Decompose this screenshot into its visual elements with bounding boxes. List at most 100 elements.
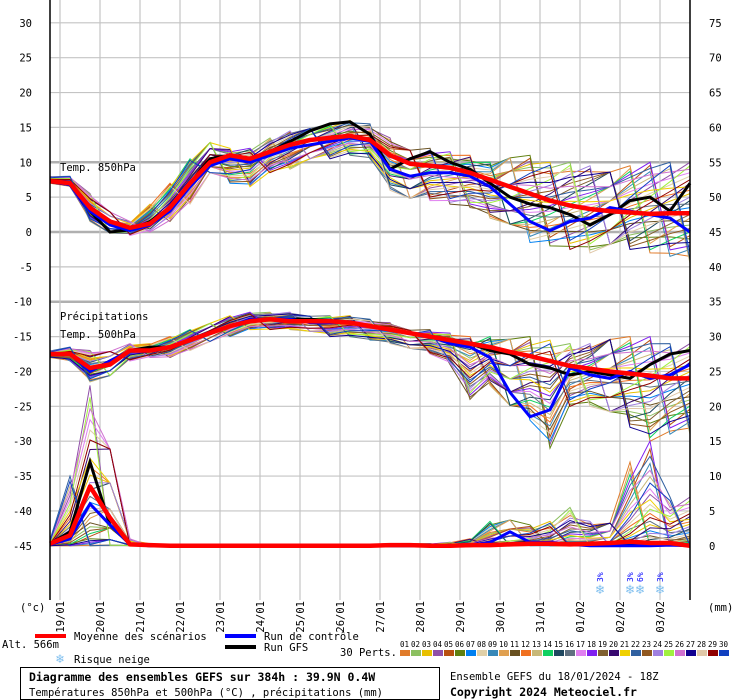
pert-28-t500-line (49, 318, 691, 413)
pert-number: 11 (510, 640, 519, 649)
pert-swatch (642, 650, 652, 656)
pert-number: 04 (433, 640, 443, 649)
pert-swatch (675, 650, 685, 656)
pert-number: 18 (587, 640, 597, 649)
date-label: 21/01 (135, 601, 147, 633)
left-tick-label: -40 (13, 506, 32, 518)
pert-number: 15 (554, 640, 563, 649)
pert-number: 12 (521, 640, 530, 649)
pert-number: 03 (422, 640, 431, 649)
date-label: 27/01 (375, 601, 387, 633)
pert-number: 02 (411, 640, 420, 649)
left-tick-label: 10 (19, 157, 32, 169)
pert-25-precip_mm-line (49, 397, 691, 547)
legend: 01 02 03 04 05 06 07 08 09 10 11 12 13 14 15 16 17 18 19 20… (400, 640, 729, 656)
left-tick-label: -25 (13, 401, 32, 413)
pert-18-precip_mm-line (49, 439, 691, 547)
pert-swatch (466, 650, 476, 656)
legend-control-label: Run de contrôle (264, 631, 359, 643)
date-label: 26/01 (335, 601, 347, 633)
date-label: 24/01 (255, 601, 267, 633)
date-label: 30/01 (495, 601, 507, 633)
pert-number: 10 (499, 640, 509, 649)
pert-25-t850-line (49, 124, 691, 245)
pert-number: 23 (642, 640, 651, 649)
pert-27-t850-line (49, 128, 691, 250)
run-info: Ensemble GEFS du 18/01/2024 - 18Z (450, 671, 659, 683)
right-tick-label: 35 (709, 297, 722, 309)
pert-14-t850-line (49, 125, 691, 251)
grid (50, 0, 690, 600)
pert-24-t500-line (49, 311, 691, 413)
pert-swatch (411, 650, 421, 656)
pert-swatch (609, 650, 619, 656)
date-label: 23/01 (215, 601, 227, 633)
right-tick-label: 25 (709, 366, 722, 378)
date-label: 29/01 (455, 601, 467, 633)
chart-subtitle: Températures 850hPa et 500hPa (°C) , pré… (29, 687, 383, 699)
pert-swatch (587, 650, 597, 656)
date-label: 01/02 (575, 601, 587, 633)
mean-t850-line (49, 133, 690, 231)
right-tick-label: 45 (709, 227, 722, 239)
legend-mean-label: Moyenne des scénarios (74, 631, 207, 643)
left-tick-label: -45 (13, 541, 32, 553)
right-tick-label: 40 (709, 262, 722, 274)
snow-risk-percent: 6% (636, 572, 645, 582)
pert-number: 21 (620, 640, 629, 649)
pert-26-precip_mm-line (49, 407, 691, 547)
mean-precip_mm-line (49, 484, 691, 549)
pert-swatch (598, 650, 608, 656)
right-tick-label: 0 (709, 541, 715, 553)
snowflake-icon: ❄ (55, 652, 64, 667)
chart-title: Diagramme des ensembles GEFS sur 384h : … (29, 670, 375, 684)
left-tick-label: -15 (13, 332, 32, 344)
pert-number: 14 (543, 640, 553, 649)
pert-number: 16 (565, 640, 575, 649)
pert-number: 09 (488, 640, 497, 649)
pert-swatch (488, 650, 498, 656)
snowflake-icon: ❄ (626, 582, 635, 598)
pert-26-t850-line (49, 142, 691, 233)
left-tick-label: 25 (19, 53, 32, 65)
left-tick-label: 15 (19, 122, 32, 134)
pert-number: 24 (653, 640, 663, 649)
right-tick-label: 15 (709, 436, 722, 448)
pert-number: 22 (631, 640, 640, 649)
pert-swatch (499, 650, 509, 656)
left-tick-label: -5 (19, 262, 32, 274)
date-label: 02/02 (615, 601, 627, 633)
snowflake-icon: ❄ (656, 582, 665, 598)
pert-swatch (653, 650, 663, 656)
pert-number: 01 (400, 640, 409, 649)
pert-10-t850-line (49, 130, 691, 245)
pert-swatch (554, 650, 564, 656)
pert-14-precip_mm-line (49, 472, 691, 547)
main-series (49, 120, 692, 549)
left-tick-label: -20 (13, 366, 32, 378)
right-tick-label: 5 (709, 506, 715, 518)
pert-13-t500-line (49, 312, 691, 435)
date-label: 22/01 (175, 601, 187, 633)
pert-number: 19 (598, 640, 607, 649)
pert-number: 28 (697, 640, 707, 649)
pert-number: 06 (455, 640, 465, 649)
pert-swatch (719, 650, 729, 656)
copyright: Copyright 2024 Meteociel.fr (450, 685, 637, 699)
altitude: Alt. 566m (2, 639, 59, 651)
snow-risk-markers: ❄3%❄3%❄6%❄3% (596, 572, 665, 598)
snow-risk-percent: 3% (626, 572, 635, 582)
pert-number: 05 (444, 640, 453, 649)
date-label: 03/02 (655, 601, 667, 633)
pert-swatch (444, 650, 454, 656)
label-precip: Précipitations (60, 311, 149, 323)
left-tick-label: 5 (26, 192, 32, 204)
pert-swatch (455, 650, 465, 656)
date-label: 28/01 (415, 601, 427, 633)
pert-number: 27 (686, 640, 695, 649)
pert-number: 07 (466, 640, 475, 649)
pert-04-precip_mm-line (49, 385, 691, 547)
snowflake-icon: ❄ (636, 582, 645, 598)
left-tick-label: -35 (13, 471, 32, 483)
